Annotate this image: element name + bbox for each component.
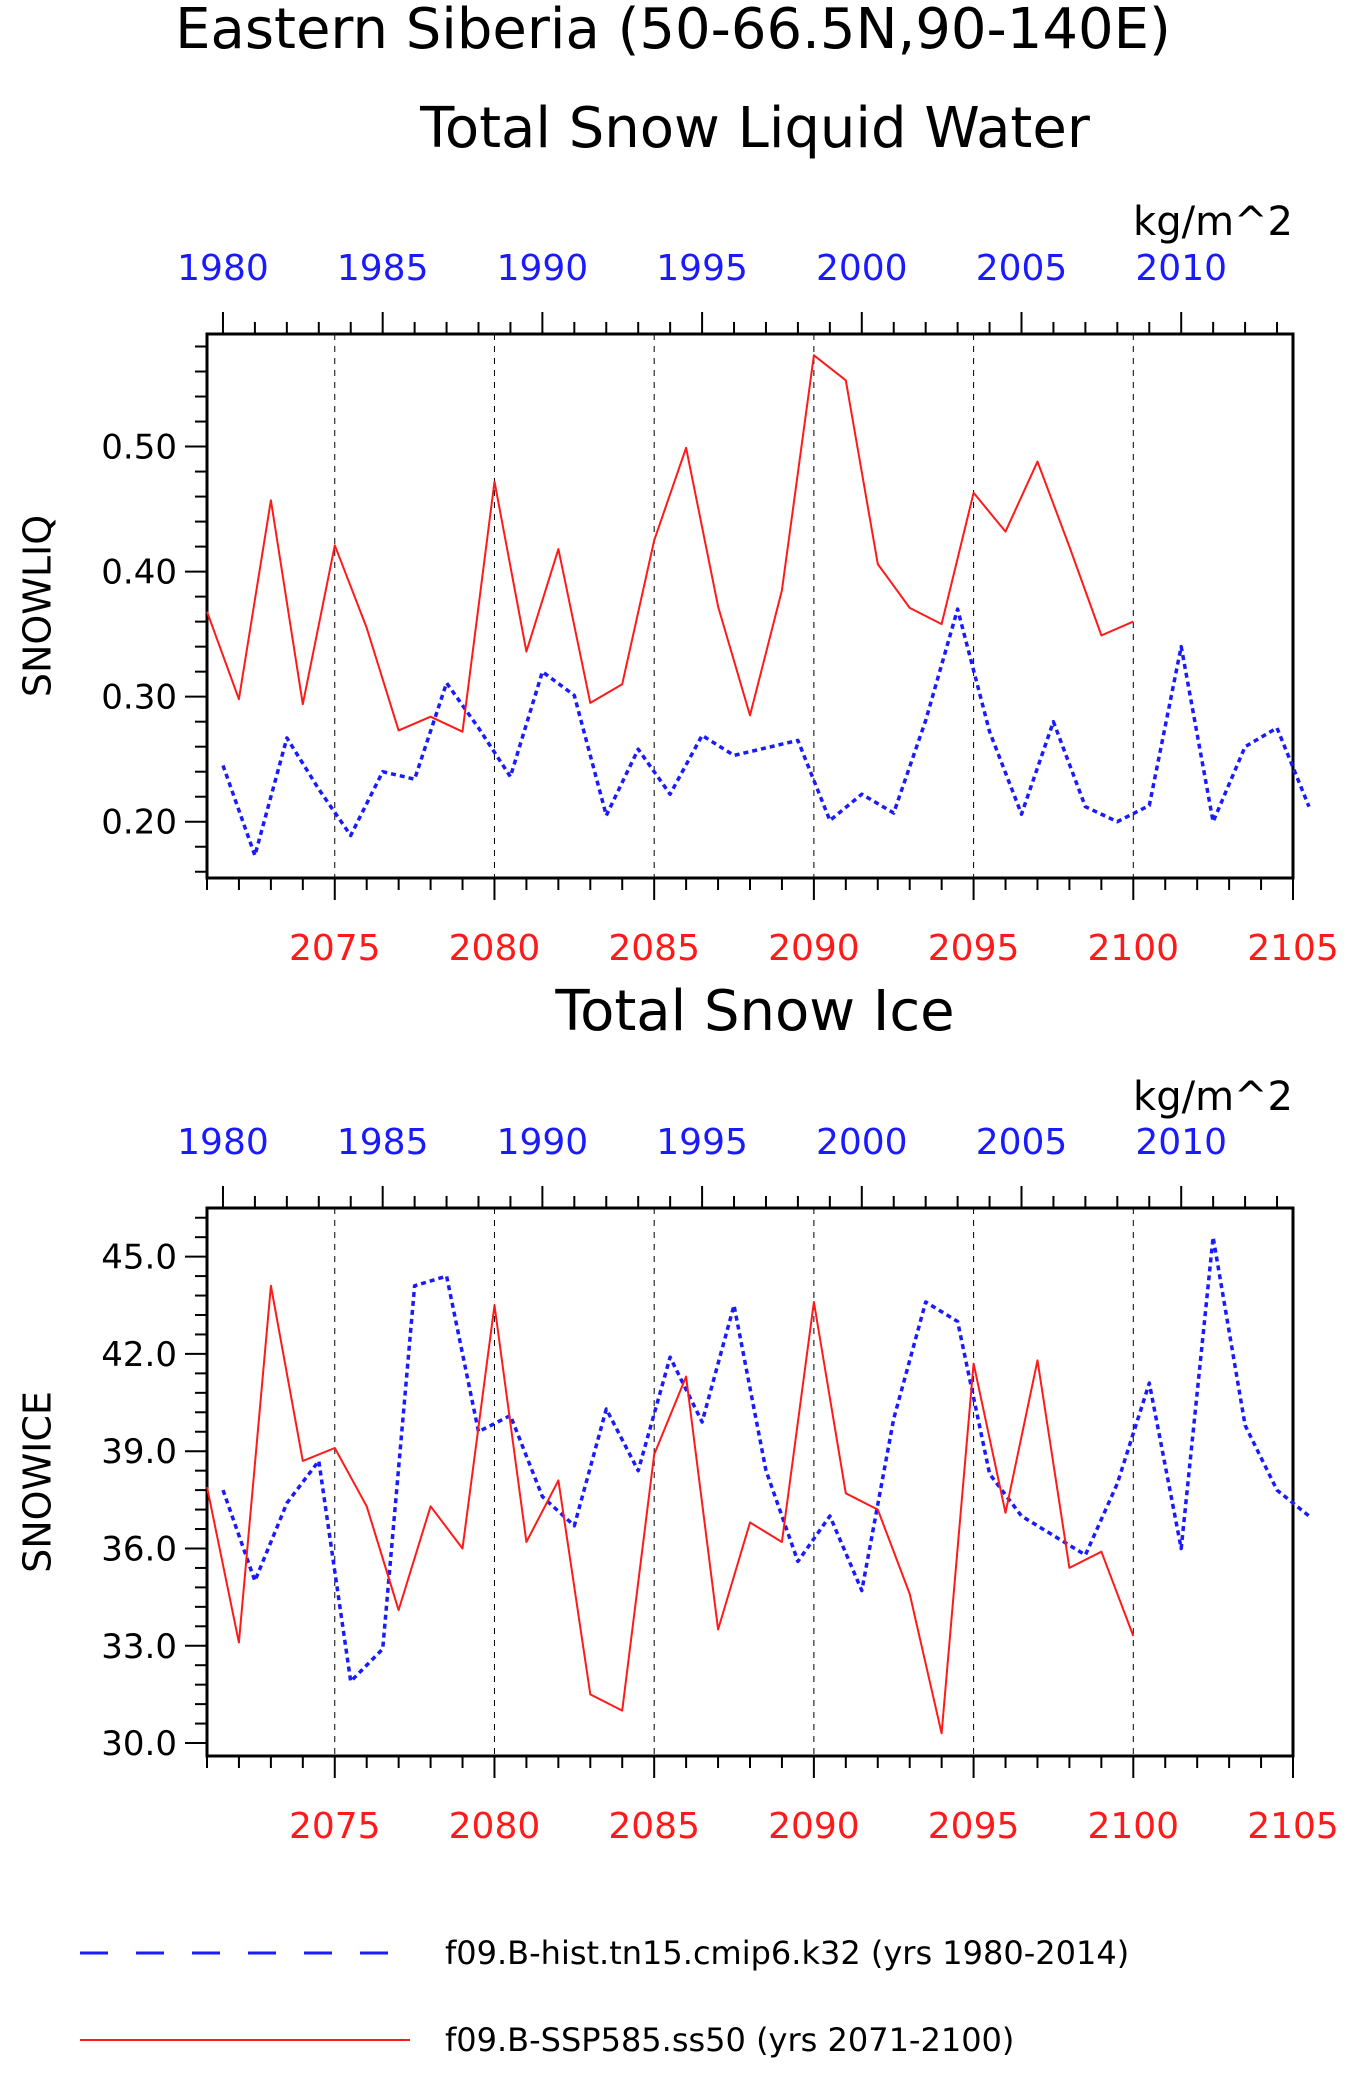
y-axis-tick-label: 0.50: [101, 428, 177, 468]
top-axis-tick-label: 2005: [976, 248, 1068, 289]
y-axis-tick-label: 30.0: [101, 1724, 177, 1764]
top-axis-tick-label: 1985: [337, 248, 429, 289]
hist-series-line: [221, 1235, 1311, 1684]
y-axis-label: SNOWLIQ: [16, 515, 60, 697]
top-axis-tick-label: 1985: [337, 1122, 429, 1163]
y-axis-tick-label: 33.0: [101, 1627, 177, 1667]
bottom-axis-tick-label: 2090: [768, 1806, 860, 1847]
plot-frame: [205, 332, 1295, 880]
bottom-axis-tick-label: 2085: [608, 928, 700, 969]
figure-title: Eastern Siberia (50-66.5N,90-140E): [175, 0, 1171, 62]
y-axis-tick-label: 45.0: [101, 1238, 177, 1278]
top-axis-tick-label: 2010: [1135, 248, 1227, 289]
bottom-axis-tick-label: 2095: [928, 928, 1020, 969]
units-label: kg/m^2: [1133, 199, 1293, 245]
bottom-axis-tick-label: 2085: [608, 1806, 700, 1847]
ssp-series-line: [206, 354, 1134, 733]
top-axis-tick-label: 1990: [497, 248, 589, 289]
panel1-title: Total Snow Liquid Water: [419, 96, 1091, 161]
bottom-axis-tick-label: 2100: [1087, 928, 1179, 969]
plot-frame: [205, 1206, 1295, 1758]
hist-series-line: [221, 607, 1311, 858]
top-axis-tick-label: 1980: [177, 1122, 269, 1163]
units-label: kg/m^2: [1133, 1074, 1293, 1120]
top-axis-tick-label: 1980: [177, 248, 269, 289]
top-axis-tick-label: 2000: [816, 248, 908, 289]
ssp-series-line: [206, 1284, 1135, 1735]
bottom-axis-tick-label: 2075: [289, 928, 381, 969]
y-axis-tick-label: 0.20: [101, 803, 177, 843]
bottom-axis-tick-label: 2105: [1247, 928, 1339, 969]
top-axis-tick-label: 1990: [497, 1122, 589, 1163]
panel2-title: Total Snow Ice: [554, 979, 954, 1044]
y-axis-tick-label: 36.0: [101, 1529, 177, 1569]
snowice-panel: 1980 1985 1990 1995 2000 2005 2010 2075 2080 2085…: [16, 1074, 1339, 1847]
top-axis-tick-label: 1995: [656, 1122, 748, 1163]
top-axis-tick-label: 2010: [1135, 1122, 1227, 1163]
snowliq-panel: 1980 1985 1990 1995 2000 2005 2010 2075 2080 2085…: [16, 199, 1339, 969]
bottom-axis-tick-label: 2090: [768, 928, 860, 969]
bottom-axis-tick-label: 2080: [449, 1806, 541, 1847]
bottom-axis-tick-label: 2100: [1087, 1806, 1179, 1847]
legend: f09.B-hist.tn15.cmip6.k32 (yrs 1980-2014…: [80, 1934, 1129, 2059]
y-axis-tick-label: 0.30: [101, 678, 177, 718]
bottom-axis-tick-label: 2080: [449, 928, 541, 969]
top-axis-tick-label: 2000: [816, 1122, 908, 1163]
y-axis-tick-label: 42.0: [101, 1335, 177, 1375]
legend-entry-label: f09.B-hist.tn15.cmip6.k32 (yrs 1980-2014…: [445, 1934, 1129, 1972]
y-axis-tick-label: 0.40: [101, 553, 177, 593]
bottom-axis-tick-label: 2075: [289, 1806, 381, 1847]
y-axis-tick-label: 39.0: [101, 1432, 177, 1472]
y-axis-label: SNOWICE: [16, 1391, 60, 1573]
bottom-axis-tick-label: 2105: [1247, 1806, 1339, 1847]
top-axis-tick-label: 1995: [656, 248, 748, 289]
bottom-axis-tick-label: 2095: [928, 1806, 1020, 1847]
top-axis-tick-label: 2005: [976, 1122, 1068, 1163]
legend-entry-label: f09.B-SSP585.ss50 (yrs 2071-2100): [445, 2021, 1014, 2059]
